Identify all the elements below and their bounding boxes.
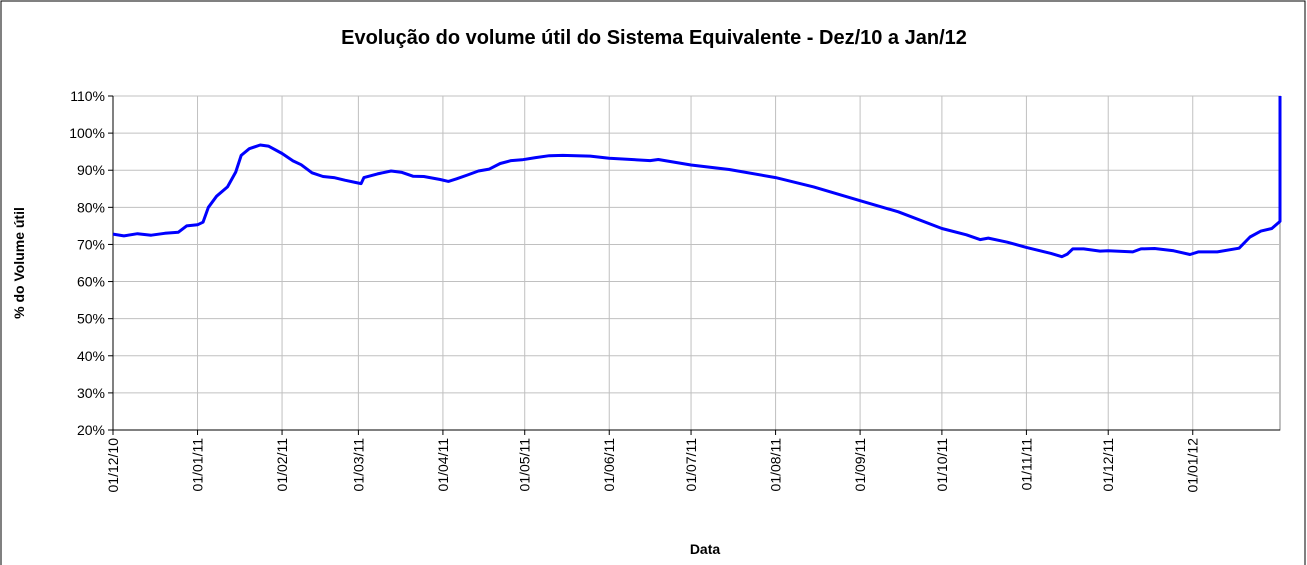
x-tick-label: 01/04/11 [435, 438, 451, 492]
x-tick-label: 01/02/11 [274, 438, 290, 492]
y-tick-label: 50% [77, 311, 105, 327]
chart-title: Evolução do volume útil do Sistema Equiv… [341, 27, 967, 49]
x-axis-label: Data [690, 541, 721, 557]
x-tick-label: 01/06/11 [601, 438, 617, 492]
y-axis-label: % do Volume útil [11, 207, 27, 319]
x-tick-label: 01/11/11 [1018, 438, 1034, 491]
y-tick-label: 90% [77, 162, 105, 178]
y-tick-label: 80% [77, 199, 105, 215]
x-tick-label: 01/01/12 [1185, 438, 1201, 493]
x-tick-label: 01/01/11 [190, 438, 206, 492]
x-tick-label: 01/09/11 [852, 438, 868, 492]
x-tick-label: 01/03/11 [350, 438, 366, 492]
data-line [112, 96, 1282, 259]
y-tick-label: 110% [70, 88, 105, 104]
x-tick-label: 01/08/11 [768, 438, 784, 492]
x-tick-label: 01/12/10 [105, 438, 121, 493]
plot-area [112, 95, 1281, 431]
y-tick-label: 60% [77, 274, 105, 290]
y-tick-label: 100% [69, 125, 105, 141]
y-tick-label: 40% [77, 348, 105, 364]
x-tick-label: 01/07/11 [683, 438, 699, 492]
x-tick-label: 01/12/11 [1100, 438, 1116, 492]
y-tick-label: 20% [77, 422, 105, 438]
y-tick-label: 30% [77, 385, 105, 401]
x-tick-label: 01/05/11 [517, 438, 533, 492]
y-tick-label: 70% [77, 236, 105, 252]
x-tick-label: 01/10/11 [934, 438, 950, 492]
